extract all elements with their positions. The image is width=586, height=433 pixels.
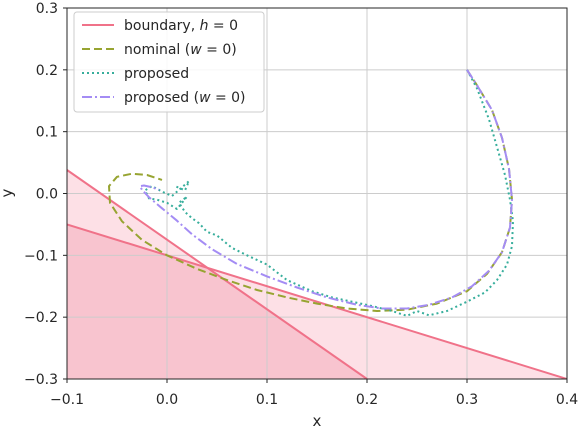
y-tick-label: −0.3 [24,372,58,388]
x-tick-label: 0.3 [456,392,478,408]
series-layer [108,69,514,317]
y-tick-label: 0.2 [36,63,58,79]
y-tick-label: 0.3 [36,1,58,17]
legend-label: proposed (w = 0) [124,90,246,106]
x-tick-label: 0.4 [556,392,578,408]
legend-label: proposed [124,66,189,82]
y-tick-label: 0.1 [36,125,58,141]
series-line-2 [144,69,514,317]
y-axis-label: y [0,188,16,197]
unsafe-region-dark [67,224,367,379]
boundary-lines [67,169,567,379]
legend-label: boundary, h = 0 [124,18,238,34]
boundary-line [67,223,567,379]
legend-label: nominal (w = 0) [124,42,237,58]
series-line-1 [108,69,513,312]
x-tick-label: 0.2 [356,392,378,408]
y-tick-label: 0.0 [36,187,58,203]
boundary-line [67,169,368,379]
series-line-3 [139,69,513,310]
legend-box [73,11,265,113]
tick-labels: −0.1 0.0 0.1 0.2 0.3 0.4 −0.3 −0.2 −0.1 0.0 0.1 0.2… [24,1,578,408]
y-tick-label: −0.2 [24,310,58,326]
x-tick-label: −0.1 [50,392,84,408]
legend: boundary, h = 0 nominal (w = 0) proposed pr… [73,11,265,113]
x-axis-label: x [313,412,322,430]
x-tick-label: 0.1 [256,392,278,408]
x-tick-label: 0.0 [156,392,178,408]
y-tick-label: −0.1 [24,248,58,264]
